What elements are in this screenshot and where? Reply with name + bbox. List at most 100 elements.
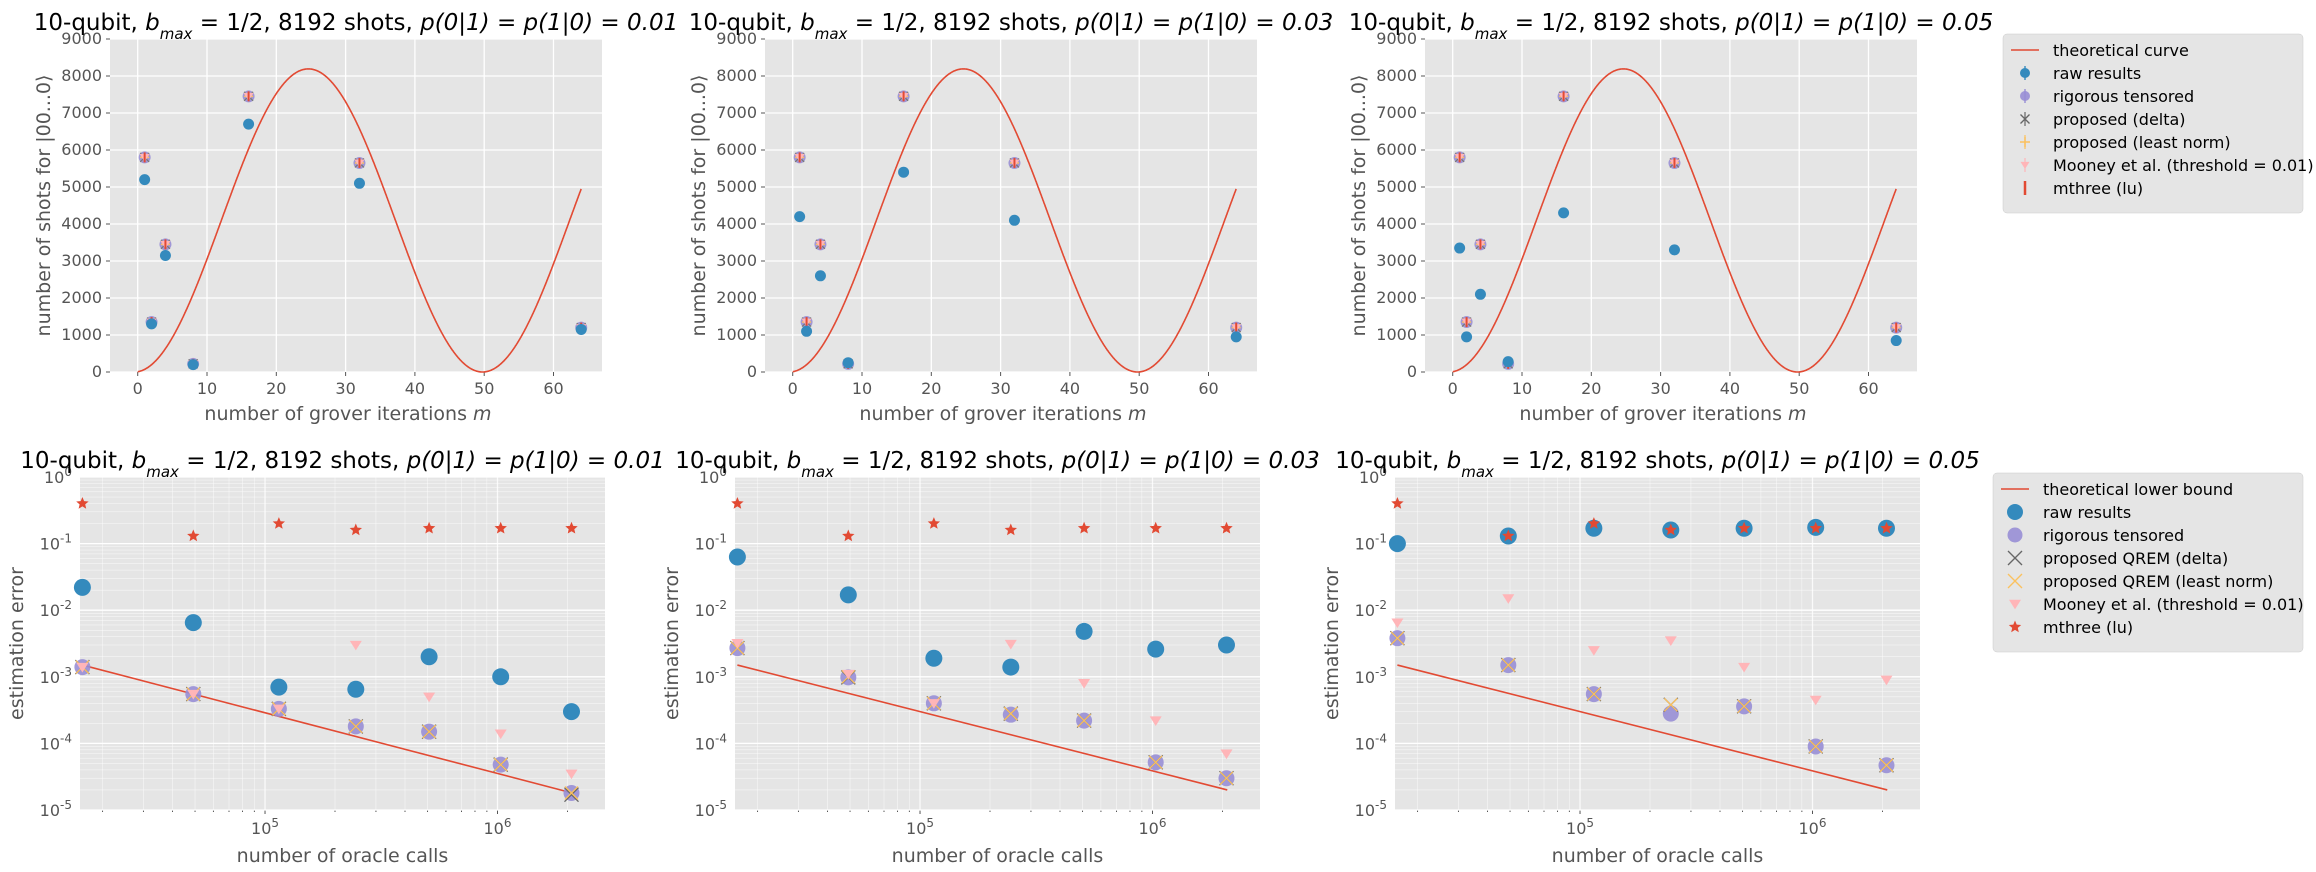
y-tick-label: 9000 [61,29,102,48]
y-tick-label: 5000 [716,177,757,196]
mooney-marker [1004,639,1017,650]
raw-result-marker [794,211,806,223]
raw-result-marker [73,578,91,596]
legend-box [2002,33,2304,214]
mooney-marker [2009,599,2021,610]
raw-result-marker [728,548,746,566]
x-tick-label: 0 [1448,379,1458,398]
legend-label: mthree (lu) [2043,618,2133,637]
y-tick-label: 8000 [716,66,757,85]
y-tick-label: 10-5 [40,798,72,820]
x-tick-label: 0 [788,379,798,398]
mooney-marker [1880,675,1893,686]
x-tick-label: 106 [484,816,512,838]
chart-title: 10-qubit, bmax = 1/2, 8192 shots, p(0|1)… [1349,10,1993,43]
raw-result-marker [159,249,171,261]
y-tick-label: 7000 [716,103,757,122]
x-axis-label: number of grover iterations m [1519,403,1806,425]
chart-panel-1: 0 1000 2000 3000 4000 5000 6000 7000 8000 9000 0 10… [33,10,678,425]
delta-marker [1663,697,1678,712]
legend-label: raw results [2043,503,2131,522]
mthree-marker [927,517,940,529]
delta-marker [422,724,437,739]
y-tick-label: 10-1 [695,532,727,554]
y-tick-label: 4000 [1376,214,1417,233]
x-tick-label: 40 [1060,379,1080,398]
raw-result-marker [814,270,826,282]
raw-result-marker [1890,335,1902,347]
y-tick-label: 10-1 [40,532,72,554]
raw-result-marker [1230,331,1242,343]
mooney-marker [842,669,855,680]
x-tick-label: 10 [1512,379,1532,398]
x-tick-label: 30 [1650,379,1670,398]
rigorous-marker [2007,527,2023,543]
y-axis-label: number of shots for |00...0⟩ [33,75,55,337]
y-tick-label: 0 [1407,362,1417,381]
rigorous-marker [1002,706,1019,723]
raw-result-marker [353,177,365,189]
raw-result-marker [562,703,580,721]
raw-result-marker [146,318,158,330]
raw-result-marker [1217,636,1235,654]
x-tick-label: 105 [1566,816,1594,838]
raw-result-marker [898,166,910,178]
mthree-marker [1149,521,1162,534]
delta-marker [1737,699,1752,714]
mthree-marker [1880,521,1893,534]
chart-panel-4: 10-5 10-4 10-3 10-2 10-1 100 105 106 10-qubit, b… [6,448,665,867]
x-axis-label: number of grover iterations m [204,403,491,425]
x-axis-label: number of oracle calls [237,845,449,867]
mthree-marker [1502,529,1515,542]
mooney-marker [349,640,362,651]
y-tick-label: 9000 [716,29,757,48]
mooney-marker [927,699,940,709]
raw-result-marker [1502,356,1514,368]
mooney-marker [1738,662,1751,673]
raw-result-marker [1585,519,1603,537]
y-tick-label: 7000 [61,103,102,122]
x-tick-label: 60 [1198,379,1218,398]
plot-area [735,477,1260,810]
y-tick-label: 10-2 [1355,598,1387,620]
mooney-marker [1149,716,1162,726]
raw-result-marker [139,174,151,186]
legend-label: Mooney et al. (threshold = 0.01) [2053,156,2314,175]
delta-marker [1879,758,1894,773]
mthree-marker [1004,523,1017,536]
x-tick-label: 0 [133,379,143,398]
mooney-marker [1078,679,1091,689]
y-tick-label: 7000 [1376,103,1417,122]
delta-marker [564,786,579,800]
y-axis-label: number of shots for |00...0⟩ [1348,75,1370,337]
delta-marker [2007,550,2023,566]
theoretical-curve [792,68,1237,373]
mthree-marker [731,497,744,509]
raw-result-marker [1147,640,1165,658]
chart-panel-6: 10-5 10-4 10-3 10-2 10-1 100 105 106 10-qubit, b… [1321,448,1980,867]
x-tick-label: 20 [921,379,941,398]
legend-label: theoretical curve [2053,41,2189,60]
raw-result-marker [243,118,255,130]
y-tick-label: 10-3 [40,665,72,687]
mthree-marker [1220,521,1233,534]
chart-title: 10-qubit, bmax = 1/2, 8192 shots, p(0|1)… [34,10,678,43]
mthree-marker [272,517,285,529]
y-tick-label: 4000 [61,214,102,233]
x-tick-label: 50 [1789,379,1809,398]
mthree-marker [842,529,855,542]
chart-title: 10-qubit, bmax = 1/2, 8192 shots, p(0|1)… [689,10,1333,43]
delta-marker [1003,706,1018,721]
y-tick-label: 10-3 [1355,665,1387,687]
y-tick-label: 6000 [716,140,757,159]
mooney-marker [1220,749,1233,760]
delta-marker [1390,631,1405,646]
y-tick-label: 8000 [1376,66,1417,85]
delta-marker [1501,658,1516,673]
y-tick-label: 4000 [716,214,757,233]
delta-marker [1148,755,1163,770]
chart-panel-3: 0 1000 2000 3000 4000 5000 6000 7000 8000 9000 0 10… [1348,10,1993,425]
y-tick-label: 1000 [1376,325,1417,344]
chart-title: 10-qubit, bmax = 1/2, 8192 shots, p(0|1)… [20,448,664,481]
legend-label: Mooney et al. (threshold = 0.01) [2043,595,2304,614]
